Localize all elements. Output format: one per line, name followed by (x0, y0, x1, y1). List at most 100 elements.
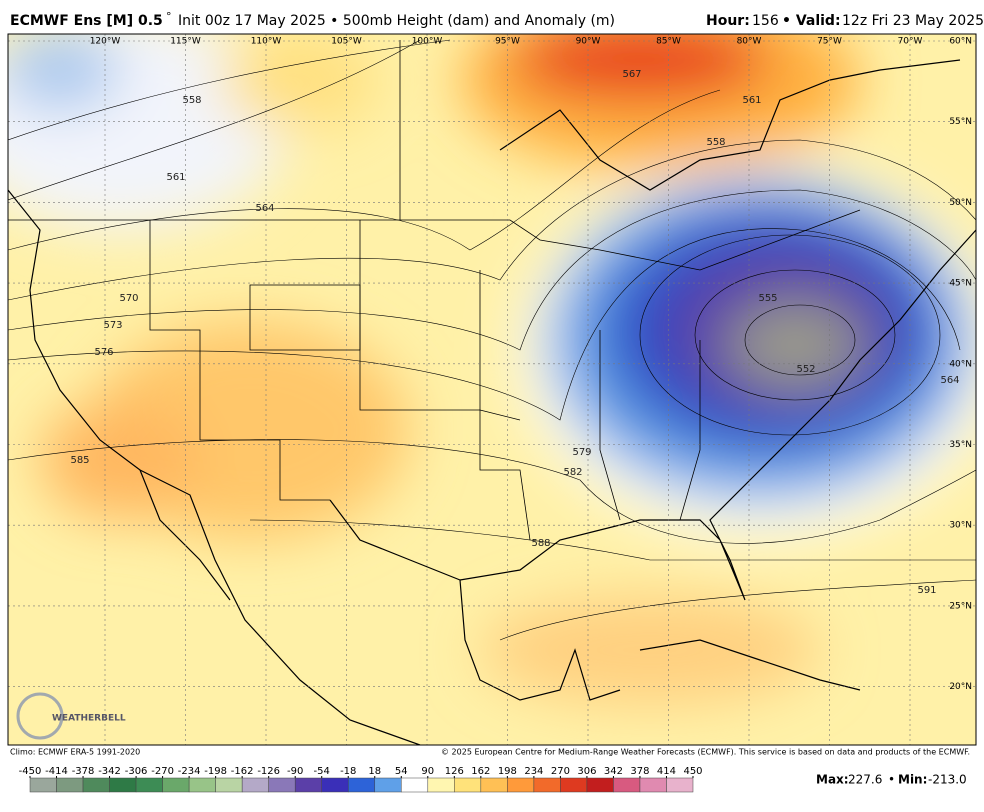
min-label: Min: (898, 773, 927, 787)
contour-label: 591 (917, 585, 936, 596)
contour-label: 582 (563, 467, 582, 478)
contour-label: 558 (182, 95, 201, 106)
colorbar-swatch (241, 777, 269, 793)
latitude-label: 35°N (949, 440, 972, 450)
climo-note: Climo: ECMWF ERA-5 1991-2020 (10, 748, 140, 757)
colorbar-label: -270 (151, 766, 174, 777)
colorbar-swatch (507, 777, 535, 793)
colorbar-label: 162 (471, 766, 490, 777)
colorbar-label: -54 (314, 766, 330, 777)
min-value: -213.0 (928, 773, 967, 787)
logo: WEATHERBELL (16, 692, 126, 740)
colorbar-label: -126 (257, 766, 280, 777)
hour-label: Hour: (706, 13, 750, 29)
colorbar-label: -306 (125, 766, 148, 777)
colorbar-swatch (374, 777, 402, 793)
colorbar-swatch (82, 777, 110, 793)
map-labels: 120°W 115°W 110°W 105°W 100°W 95°W 90°W 85°W 80°… (70, 37, 972, 693)
latitude-label: 20°N (949, 682, 972, 692)
copyright: © 2025 European Centre for Medium-Range … (441, 748, 970, 757)
colorbar-label: 342 (604, 766, 623, 777)
logo-text: WEATHERBELL (52, 714, 126, 724)
max-value: 227.6 (848, 773, 882, 787)
colorbar-label: 198 (498, 766, 517, 777)
colorbar-label: -450 (19, 766, 42, 777)
map: 120°W 115°W 110°W 105°W 100°W 95°W 90°W 85°W 80°… (8, 34, 976, 745)
colorbar-swatch (321, 777, 349, 793)
colorbar-swatch (586, 777, 614, 793)
latitude-label: 25°N (949, 601, 972, 611)
contour-label: 564 (255, 203, 274, 214)
contour-label: 561 (742, 95, 761, 106)
colorbar-label: 18 (368, 766, 381, 777)
valid-label: • Valid: (782, 13, 841, 29)
contour-label: 573 (103, 320, 122, 331)
degree: ° (166, 10, 172, 23)
colorbar-swatch (533, 777, 561, 793)
latitude-label: 60°N (949, 37, 972, 47)
colorbar-label: -342 (98, 766, 121, 777)
colorbar-label: 306 (577, 766, 596, 777)
longitude-label: 90°W (576, 37, 601, 47)
colorbar-swatch (347, 777, 376, 793)
borders (8, 40, 861, 541)
colorbar-swatch (135, 777, 163, 793)
colorbar-label: 270 (551, 766, 570, 777)
contour-label: 579 (572, 447, 591, 458)
longitude-label: 115°W (170, 37, 201, 47)
longitude-label: 70°W (898, 37, 923, 47)
latitude-label: 30°N (949, 521, 972, 531)
contour-label: 555 (758, 293, 777, 304)
valid: 12z Fri 23 May 2025 (842, 13, 984, 29)
contour-label: 585 (70, 455, 89, 466)
latitude-label: 40°N (949, 359, 972, 369)
colorbar-swatch (401, 777, 429, 793)
longitude-label: 75°W (817, 37, 842, 47)
colorbar-label: 90 (421, 766, 434, 777)
colorbar-label: -90 (287, 766, 303, 777)
separator: • (888, 773, 895, 787)
hour: 156 (752, 13, 779, 29)
colorbar-swatch (56, 777, 84, 793)
coastlines (8, 59, 976, 745)
colorbar-swatch (162, 777, 190, 793)
colorbar: -450 -414 -378 -342 -306 -270 -234 -198 -162 -126… (19, 766, 703, 793)
colorbar-label: -378 (72, 766, 95, 777)
contour-label: 567 (622, 69, 641, 80)
longitude-label: 110°W (251, 37, 282, 47)
colorbar-label: -162 (231, 766, 254, 777)
colorbar-swatch (613, 777, 641, 793)
contour-label: 558 (706, 137, 725, 148)
colorbar-label: -414 (45, 766, 68, 777)
colorbar-swatch (215, 777, 243, 793)
colorbar-swatch (109, 777, 137, 793)
subtitle: Init 00z 17 May 2025 • 500mb Height (dam… (178, 13, 615, 29)
colorbar-swatch (294, 777, 322, 793)
latitude-label: 50°N (949, 198, 972, 208)
longitude-label: 100°W (412, 37, 443, 47)
colorbar-swatch (480, 777, 508, 793)
colorbar-swatch (666, 777, 694, 793)
contour-label: 588 (531, 538, 550, 549)
colorbar-swatch (29, 777, 57, 793)
colorbar-swatch (427, 777, 455, 793)
colorbar-label: 234 (524, 766, 543, 777)
contour-label: 552 (796, 364, 815, 375)
contour-label: 564 (940, 375, 959, 386)
title: ECMWF Ens [M] 0.5 (10, 13, 163, 29)
colorbar-label: 450 (683, 766, 702, 777)
colorbar-swatch (268, 777, 296, 793)
longitude-label: 80°W (737, 37, 762, 47)
map-frame (7, 33, 977, 746)
colorbar-label: -198 (204, 766, 227, 777)
colorbar-swatch (454, 777, 482, 793)
colorbar-label: 126 (445, 766, 464, 777)
colorbar-label: -18 (340, 766, 356, 777)
contour-label: 576 (94, 347, 113, 358)
colorbar-label: -234 (178, 766, 201, 777)
colorbar-swatch (560, 777, 588, 793)
contour-label: 570 (119, 293, 138, 304)
colorbar-label: 378 (630, 766, 649, 777)
latitude-label: 55°N (949, 117, 972, 127)
